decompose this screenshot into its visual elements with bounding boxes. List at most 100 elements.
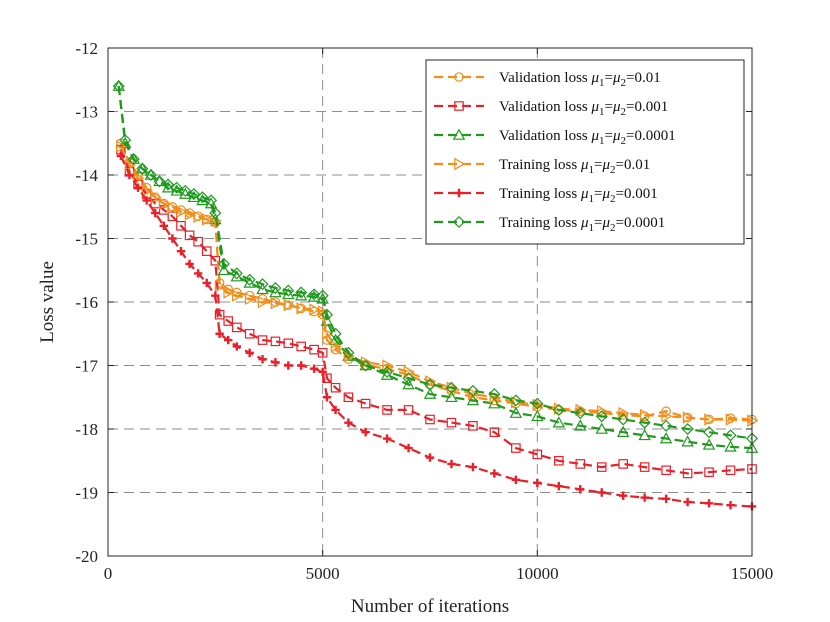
data-point: [179, 184, 192, 197]
data-point: [142, 196, 151, 205]
legend-marker: [454, 157, 466, 171]
data-point: [124, 159, 136, 172]
data-point: [330, 382, 341, 393]
series-line: [117, 85, 753, 440]
y-tick-label: -12: [75, 39, 98, 58]
data-point: [144, 168, 158, 180]
legend-label: Validation loss μ1=μ2=0.01: [499, 70, 661, 89]
data-point: [554, 481, 563, 491]
data-point: [322, 327, 334, 340]
data-point: [159, 221, 169, 230]
data-point: [184, 208, 197, 221]
data-point: [214, 309, 225, 320]
data-point: [269, 281, 282, 295]
data-point: [322, 393, 332, 402]
data-point: [618, 459, 628, 469]
data-point: [553, 455, 564, 466]
data-point: [193, 269, 203, 278]
data-point: [296, 341, 306, 352]
data-point: [509, 394, 522, 407]
data-point: [232, 289, 244, 302]
data-point: [329, 327, 342, 340]
data-point: [683, 497, 692, 507]
legend-marker: [454, 101, 464, 111]
data-point: [511, 443, 521, 453]
data-point: [531, 397, 544, 410]
data-point: [575, 403, 587, 417]
data-point: [595, 422, 608, 434]
data-point: [269, 286, 282, 298]
legend-marker: [452, 128, 466, 140]
legend-box: [425, 59, 745, 245]
data-point: [284, 361, 293, 370]
legend-entry: Validation loss μ1=μ2=0.001: [434, 99, 668, 118]
data-point: [209, 207, 222, 220]
data-point: [382, 434, 392, 443]
y-tick-label: -20: [75, 547, 98, 566]
data-point: [230, 267, 243, 280]
data-point: [468, 387, 480, 401]
data-point: [296, 302, 308, 315]
data-point: [704, 467, 714, 477]
data-point: [466, 393, 480, 406]
data-point: [361, 427, 370, 437]
data-point: [309, 303, 321, 316]
data-point: [283, 338, 294, 349]
data-point: [596, 405, 609, 418]
legend-entry: Validation loss μ1=μ2=0.01: [434, 70, 661, 89]
data-point: [224, 335, 233, 345]
data-point: [552, 416, 566, 428]
legend-entry: Training loss μ1=μ2=0.01: [434, 157, 650, 176]
data-point: [112, 80, 125, 93]
data-point: [402, 378, 415, 390]
data-point: [232, 342, 241, 351]
data-point: [404, 443, 413, 453]
data-point: [342, 346, 355, 359]
data-point: [382, 359, 394, 372]
data-point: [619, 491, 628, 500]
legend-label: Training loss μ1=μ2=0.001: [499, 186, 658, 205]
data-point: [330, 340, 342, 353]
ticks: 0 5000 10000 15000 -12 -13 -14 -15 -16 -17 -18 -19 -…: [75, 39, 773, 583]
data-point: [119, 134, 132, 147]
data-point: [661, 494, 671, 504]
data-point: [724, 429, 737, 442]
data-point: [243, 273, 256, 286]
data-point: [597, 488, 606, 497]
data-point: [447, 459, 456, 469]
data-point: [403, 365, 415, 379]
data-point: [244, 292, 257, 306]
x-tick-label: 5000: [306, 564, 340, 583]
data-point: [201, 213, 214, 226]
data-point: [211, 291, 220, 300]
data-point: [185, 259, 194, 269]
data-point: [488, 397, 501, 409]
data-point: [168, 234, 177, 243]
legend-label: Training loss μ1=μ2=0.01: [499, 157, 650, 176]
legend-label: Validation loss μ1=μ2=0.001: [499, 99, 668, 118]
series-5: [116, 151, 757, 511]
data-point: [153, 174, 166, 187]
x-tick-label: 0: [104, 564, 113, 583]
data-point: [511, 475, 521, 484]
data-point: [244, 328, 255, 339]
data-point: [257, 335, 268, 345]
data-point: [331, 405, 340, 415]
data-point: [724, 440, 737, 452]
data-point: [309, 364, 319, 373]
data-point: [153, 175, 166, 188]
data-point: [425, 453, 435, 462]
data-point: [232, 322, 242, 333]
data-point: [617, 413, 630, 426]
data-point: [359, 359, 372, 372]
legend-entry: Training loss μ1=μ2=0.001: [434, 186, 658, 205]
data-point: [116, 151, 126, 161]
data-point: [446, 417, 457, 428]
y-tick-label: -18: [75, 420, 98, 439]
data-point: [359, 359, 372, 371]
data-point: [360, 398, 371, 409]
data-point: [638, 428, 651, 441]
data-point: [575, 459, 586, 469]
series-layer: [112, 79, 759, 511]
